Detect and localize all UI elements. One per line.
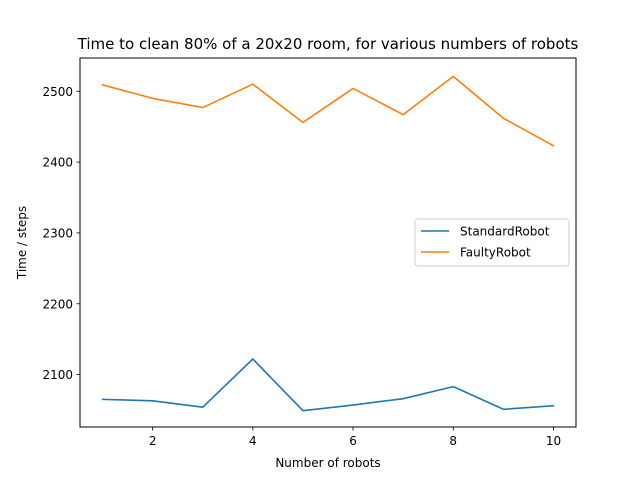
- x-tick-label: 6: [349, 434, 357, 448]
- x-tick-label: 4: [249, 434, 257, 448]
- legend: StandardRobot FaultyRobot: [414, 218, 570, 267]
- x-tick-label: 2: [149, 434, 157, 448]
- plot-frame: [79, 57, 577, 428]
- series-line-faultyrobot: [101, 75, 555, 147]
- x-tick-label: 8: [449, 434, 457, 448]
- y-tick-label: 2500: [42, 85, 73, 99]
- y-tick-label: 2100: [42, 368, 73, 382]
- y-tick-label: 2400: [42, 156, 73, 170]
- y-tick-label: 2300: [42, 226, 73, 240]
- legend-box: [414, 218, 570, 267]
- y-axis-label: Time / steps: [15, 206, 29, 280]
- plot-series: [101, 75, 555, 412]
- y-axis-ticks: 2100 2200 2300 2400 2500: [42, 85, 80, 382]
- x-axis-ticks: 2 4 6 8 10: [149, 427, 561, 448]
- x-tick-label: 10: [546, 434, 561, 448]
- chart-title: Time to clean 80% of a 20x20 room, for v…: [77, 35, 579, 53]
- legend-label-standardrobot: StandardRobot: [460, 225, 550, 239]
- series-line-standardrobot: [101, 358, 555, 412]
- x-axis-label: Number of robots: [275, 456, 380, 470]
- y-tick-label: 2200: [42, 297, 73, 311]
- legend-label-faultyrobot: FaultyRobot: [460, 246, 531, 260]
